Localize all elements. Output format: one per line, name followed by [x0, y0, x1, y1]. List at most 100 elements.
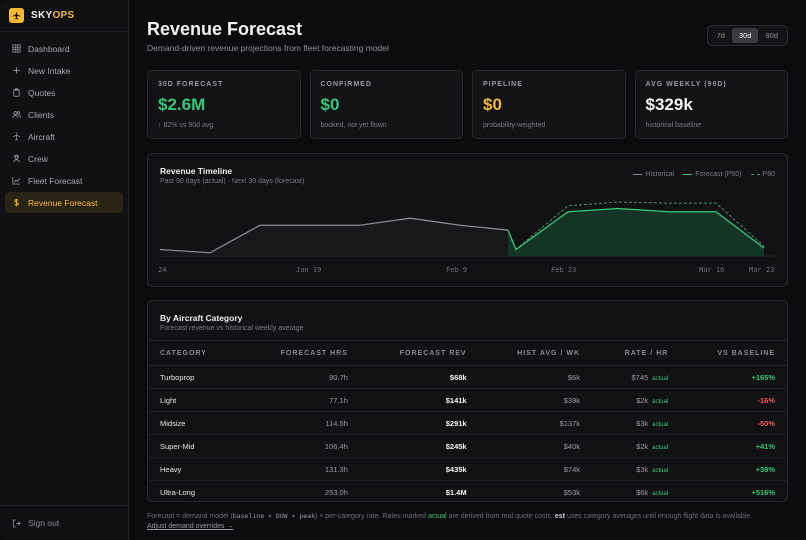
sidebar-item-label: Dashboard [28, 43, 70, 54]
kpi-note: historical baseline [645, 122, 702, 129]
page-title: Revenue Forecast [147, 19, 303, 39]
sidebar-item-fleet-forecast[interactable]: Fleet Forecast [5, 170, 123, 191]
forecast-rev-cell: $435k [359, 457, 479, 481]
legend-forecast: Forecast (P50) [683, 171, 742, 178]
actual-tag: actual [652, 490, 669, 497]
historical-series-line [159, 217, 509, 254]
chart-icon [12, 176, 21, 185]
sidebar-item-quotes[interactable]: Quotes [5, 82, 123, 103]
kpi-value: $329k [645, 95, 693, 114]
forecast-rev-cell: $141k [359, 388, 479, 412]
timeline-title: Revenue Timeline [160, 166, 233, 176]
category-table: CATEGORY FORECAST HRS FORECAST REV HIST … [148, 340, 787, 504]
hist-avg-cell: $39k [478, 388, 592, 412]
table-row[interactable]: Midsize 114.5h $291k $137k $3k actual -50% [148, 411, 787, 435]
brand[interactable]: SKYOPS [0, 0, 128, 32]
forecast-hrs-cell: 131.3h [240, 457, 360, 481]
sidebar-item-aircraft[interactable]: Aircraft [5, 126, 123, 147]
category-cell: Super-Mid [148, 434, 241, 458]
table-row[interactable]: Light 77.1h $141k $39k $2k actual -16% [148, 388, 787, 412]
range-90d-button[interactable]: 90d [765, 31, 778, 40]
kpi-value: $0 [320, 95, 340, 114]
category-card: By Aircraft Category Forecast revenue vs… [147, 300, 788, 502]
rate-cell: $2k actual [592, 388, 681, 412]
actual-tag: actual [652, 398, 669, 405]
forecast-hrs-cell: 106.4h [240, 434, 360, 458]
category-subtitle: Forecast revenue vs historical weekly av… [160, 325, 304, 332]
vs-baseline-cell: -16% [680, 388, 787, 412]
forecast-hrs-cell: 114.5h [240, 411, 360, 435]
kpi-value: $2.6M [158, 95, 206, 114]
table-row[interactable]: Turboprop 90.7h $68k $6k $745 actual +165% [148, 365, 787, 389]
sidebar-item-new-intake[interactable]: New Intake [5, 60, 123, 81]
adjust-demand-overrides-link[interactable]: Adjust demand overrides → [147, 523, 234, 530]
forecast-rev-cell: $245k [359, 434, 479, 458]
revenue-timeline-card: Revenue Timeline Past 90 days (actual) ·… [147, 153, 788, 287]
forecast-hrs-cell: 77.1h [240, 388, 360, 412]
kpi-card-pipeline: PIPELINE $0 probability-weighted [472, 70, 626, 139]
category-cell: Light [148, 388, 241, 412]
timeline-subtitle: Past 90 days (actual) · Next 30 days (fo… [160, 178, 305, 185]
sidebar-item-label: Revenue Forecast [28, 197, 98, 208]
range-7d-button[interactable]: 7d [716, 31, 725, 40]
x-tick-label: Mar 16 [699, 266, 724, 274]
column-header[interactable]: CATEGORY [148, 340, 241, 366]
plus-icon [13, 67, 20, 74]
range-30d-button[interactable]: 30d [731, 28, 759, 43]
sign-out-icon [12, 519, 21, 527]
forecast-area [508, 208, 764, 256]
table-header-row: CATEGORY FORECAST HRS FORECAST REV HIST … [148, 340, 787, 366]
page-subtitle: Demand-driven revenue projections from f… [147, 43, 389, 53]
actual-tag: actual [652, 375, 669, 382]
column-header[interactable]: RATE / HR [592, 340, 681, 366]
kpi-label: CONFIRMED [320, 81, 372, 88]
sign-out-button[interactable]: Sign out [0, 505, 128, 540]
historical-area [160, 218, 508, 256]
hist-avg-cell: $137k [478, 411, 592, 435]
revenue-timeline-chart: 24 Jan 19 Feb 9 Feb 23 Mar 16 Mar 23 [158, 201, 775, 274]
kpi-label: AVG WEEKLY (90D) [645, 81, 727, 88]
column-header[interactable]: FORECAST REV [359, 340, 479, 366]
table-row[interactable]: Super-Mid 106.4h $245k $40k $2k actual +41% [148, 434, 787, 458]
legend-historical: Historical [633, 171, 674, 178]
sidebar-item-label: Aircraft [28, 131, 55, 142]
column-header[interactable]: VS BASELINE [680, 340, 787, 366]
range-toggle: 7d 30d 90d [706, 25, 788, 46]
column-header[interactable]: FORECAST HRS [240, 340, 360, 366]
x-tick-label: Feb 23 [551, 266, 576, 274]
sidebar-item-label: Clients [28, 109, 54, 120]
hist-avg-cell: $74k [478, 457, 592, 481]
plane-logo-icon [9, 8, 24, 23]
kpi-label: PIPELINE [483, 81, 523, 88]
kpi-card-confirmed: CONFIRMED $0 booked, not yet flown [309, 70, 463, 139]
kpi-note: probability-weighted [483, 122, 546, 129]
x-tick-label: 24 [158, 266, 166, 274]
table-body: Turboprop 90.7h $68k $6k $745 actual +165% Ligh… [148, 365, 787, 504]
rate-cell: $3k actual [592, 457, 681, 481]
table-row[interactable]: Ultra-Long 253.0h $1.4M $53k $6k actual +516% [148, 481, 787, 504]
forecast-hrs-cell: 90.7h [240, 365, 360, 389]
kpi-card-forecast: 30D FORECAST $2.6M ↑ 82% vs 90d avg [147, 70, 301, 139]
category-cell: Heavy [148, 457, 241, 481]
column-header[interactable]: HIST AVG / WK [478, 340, 592, 366]
kpi-label: 30D FORECAST [158, 81, 224, 88]
kpi-card-avg-weekly: AVG WEEKLY (90D) $329k historical baseli… [634, 70, 788, 139]
sidebar-item-label: Fleet Forecast [28, 175, 83, 186]
users-icon [12, 111, 21, 119]
hist-avg-cell: $6k [478, 365, 592, 389]
chart-legend: Historical Forecast (P50) P80 [633, 171, 775, 178]
hist-avg-cell: $53k [563, 487, 580, 497]
dollar-icon [14, 198, 19, 207]
sidebar-item-dashboard[interactable]: Dashboard [5, 38, 123, 59]
main-content: Revenue Forecast Demand-driven revenue p… [129, 0, 806, 540]
formula-code: baseline × DOW × peak [232, 512, 315, 520]
vs-baseline-cell: +41% [680, 434, 787, 458]
sidebar-item-crew[interactable]: Crew [5, 148, 123, 169]
x-tick-label: Feb 9 [446, 266, 467, 274]
sidebar-nav: Dashboard New Intake Quotes Clients Airc… [0, 32, 128, 213]
sidebar-item-revenue-forecast[interactable]: Revenue Forecast [5, 192, 123, 213]
clipboard-icon [13, 88, 20, 97]
table-row[interactable]: Heavy 131.3h $435k $74k $3k actual +38% [148, 457, 787, 481]
sidebar-item-clients[interactable]: Clients [5, 104, 123, 125]
